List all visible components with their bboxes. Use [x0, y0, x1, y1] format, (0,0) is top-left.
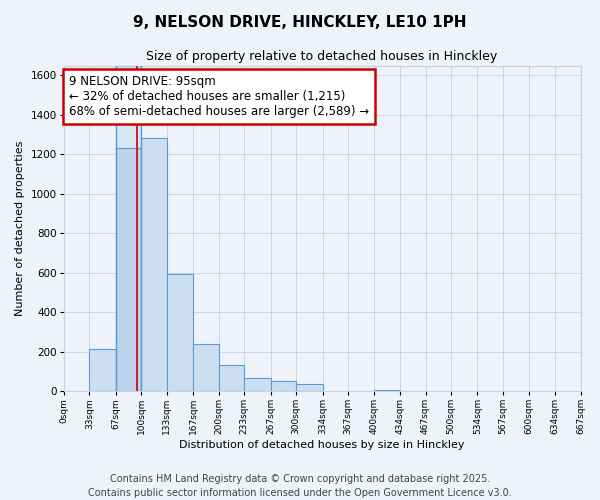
Bar: [271, 382, 296, 391]
Bar: [244, 378, 271, 391]
Bar: [116, 66, 141, 391]
Text: 9 NELSON DRIVE: 95sqm
← 32% of detached houses are smaller (1,215)
68% of semi-d: 9 NELSON DRIVE: 95sqm ← 32% of detached …: [69, 76, 369, 118]
Bar: [89, 349, 116, 391]
Bar: [296, 384, 323, 391]
Bar: [141, 138, 167, 391]
Text: Contains HM Land Registry data © Crown copyright and database right 2025.
Contai: Contains HM Land Registry data © Crown c…: [88, 474, 512, 498]
X-axis label: Distribution of detached houses by size in Hinckley: Distribution of detached houses by size …: [179, 440, 465, 450]
Bar: [167, 274, 193, 391]
Bar: [218, 366, 244, 391]
Y-axis label: Number of detached properties: Number of detached properties: [15, 140, 25, 316]
Bar: [116, 148, 141, 391]
Bar: [193, 344, 218, 391]
Text: 9, NELSON DRIVE, HINCKLEY, LE10 1PH: 9, NELSON DRIVE, HINCKLEY, LE10 1PH: [133, 15, 467, 30]
Title: Size of property relative to detached houses in Hinckley: Size of property relative to detached ho…: [146, 50, 498, 63]
Bar: [374, 390, 400, 391]
